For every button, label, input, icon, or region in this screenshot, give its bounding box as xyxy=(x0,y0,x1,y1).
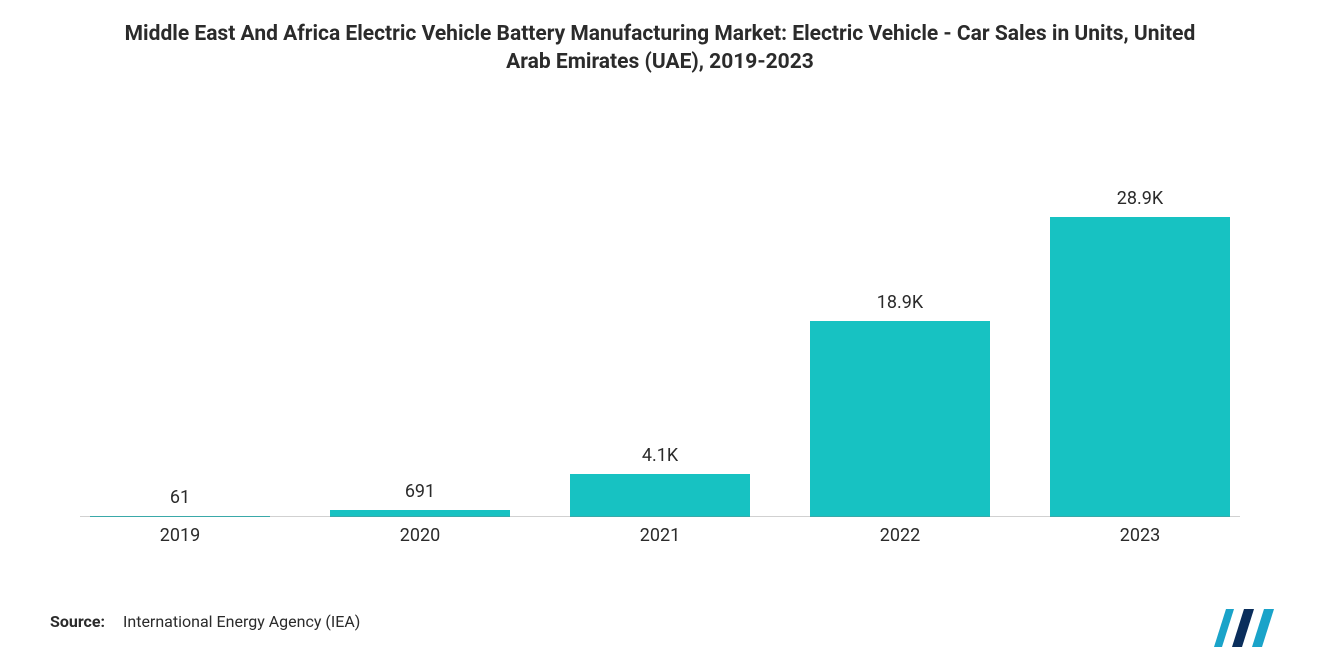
source-line: Source: International Energy Agency (IEA… xyxy=(50,612,360,631)
bar-value-label: 691 xyxy=(405,481,435,502)
x-axis-label: 2019 xyxy=(80,525,280,546)
x-axis-label: 2021 xyxy=(560,525,760,546)
source-text: International Energy Agency (IEA) xyxy=(123,612,360,631)
bar-value-label: 4.1K xyxy=(642,445,678,466)
x-axis-label: 2023 xyxy=(1040,525,1240,546)
bar-rect xyxy=(810,321,990,517)
bar-column: 691 xyxy=(320,187,520,517)
bar-column: 28.9K xyxy=(1040,187,1240,517)
source-label: Source: xyxy=(50,612,105,631)
bar-column: 61 xyxy=(80,187,280,517)
brand-logo-icon xyxy=(1214,609,1274,647)
bar-column: 4.1K xyxy=(560,187,760,517)
bar-rect xyxy=(570,474,750,517)
bar-value-label: 61 xyxy=(170,487,190,508)
x-axis-label: 2020 xyxy=(320,525,520,546)
chart-container: Middle East And Africa Electric Vehicle … xyxy=(0,0,1320,665)
logo-stripe-3 xyxy=(1252,609,1274,647)
bar-column: 18.9K xyxy=(800,187,1000,517)
x-axis-label: 2022 xyxy=(800,525,1000,546)
bar-rect xyxy=(1050,217,1230,517)
bars-row: 61 691 4.1K 18.9K 28.9K xyxy=(50,187,1270,517)
logo-stripe-1 xyxy=(1214,609,1234,647)
chart-title: Middle East And Africa Electric Vehicle … xyxy=(50,20,1270,77)
chart-area: 61 691 4.1K 18.9K 28.9K 2019 2020 2021 2022 2023 xyxy=(50,137,1270,557)
bar-value-label: 28.9K xyxy=(1117,188,1163,209)
logo-stripe-2 xyxy=(1232,609,1254,647)
x-axis: 2019 2020 2021 2022 2023 xyxy=(50,517,1270,557)
bar-value-label: 18.9K xyxy=(877,292,923,313)
